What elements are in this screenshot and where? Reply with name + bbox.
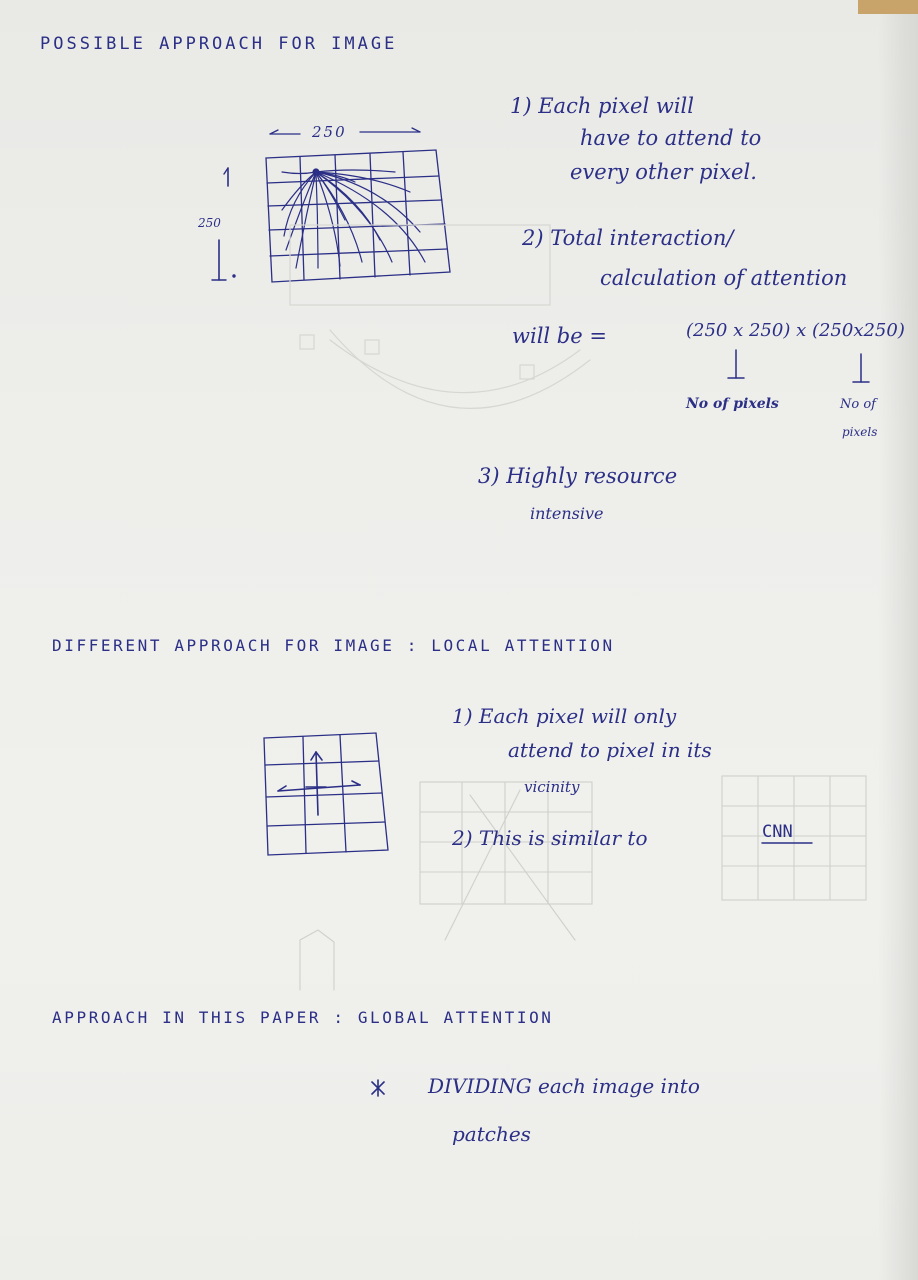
point2-line3: will be =: [512, 324, 607, 348]
desk-corner: [858, 0, 918, 14]
heading-local-attention: DIFFERENT APPROACH FOR IMAGE : LOCAL ATT…: [52, 636, 615, 655]
point1-line1: 1) Each pixel will: [510, 94, 694, 118]
heading-possible-approach: POSSIBLE APPROACH FOR IMAGE: [40, 34, 398, 54]
pixel-grid-local: [263, 732, 389, 856]
paper-point-line1: DIVIDING each image into: [428, 1074, 700, 1098]
grid-width-label: 250: [312, 123, 347, 141]
formula-note-right-2: pixels: [842, 425, 878, 439]
point1-line3: every other pixel.: [570, 160, 757, 184]
neighbor-arrows-icon: [277, 751, 361, 816]
ghost-marks: [289, 224, 591, 409]
local-point1-line2: attend to pixel in its: [508, 738, 712, 762]
grid-height-label: 250: [198, 216, 221, 230]
point1-line2: have to attend to: [580, 126, 762, 150]
point3-line2: intensive: [530, 504, 604, 523]
local-point1-line1: 1) Each pixel will only: [452, 704, 677, 728]
paper-point-line2: patches: [452, 1122, 531, 1146]
point2-line2: calculation of attention: [600, 266, 848, 290]
formula-note-right-1: No of: [840, 397, 876, 412]
ghost-grids: [299, 775, 867, 991]
width-arrow-icon: [269, 127, 421, 135]
page-edge-shadow: [878, 0, 918, 1280]
point3-line1: 3) Highly resource: [478, 464, 678, 488]
local-point2: 2) This is similar to: [452, 826, 648, 850]
heading-global-attention: APPROACH IN THIS PAPER : GLOBAL ATTENTIO…: [52, 1008, 554, 1027]
star-bullet-icon: [371, 1079, 385, 1097]
height-arrow-icon: [211, 167, 236, 281]
formula-note-left: No of pixels: [686, 396, 779, 412]
attention-lines: [281, 168, 426, 269]
cnn-label: CNN: [762, 822, 793, 842]
down-arrow-icon: [727, 349, 870, 383]
attention-formula: (250 x 250) x (250x250): [686, 320, 905, 341]
point2-line1: 2) Total interaction/: [522, 226, 734, 250]
local-point1-line3: vicinity: [524, 778, 580, 796]
